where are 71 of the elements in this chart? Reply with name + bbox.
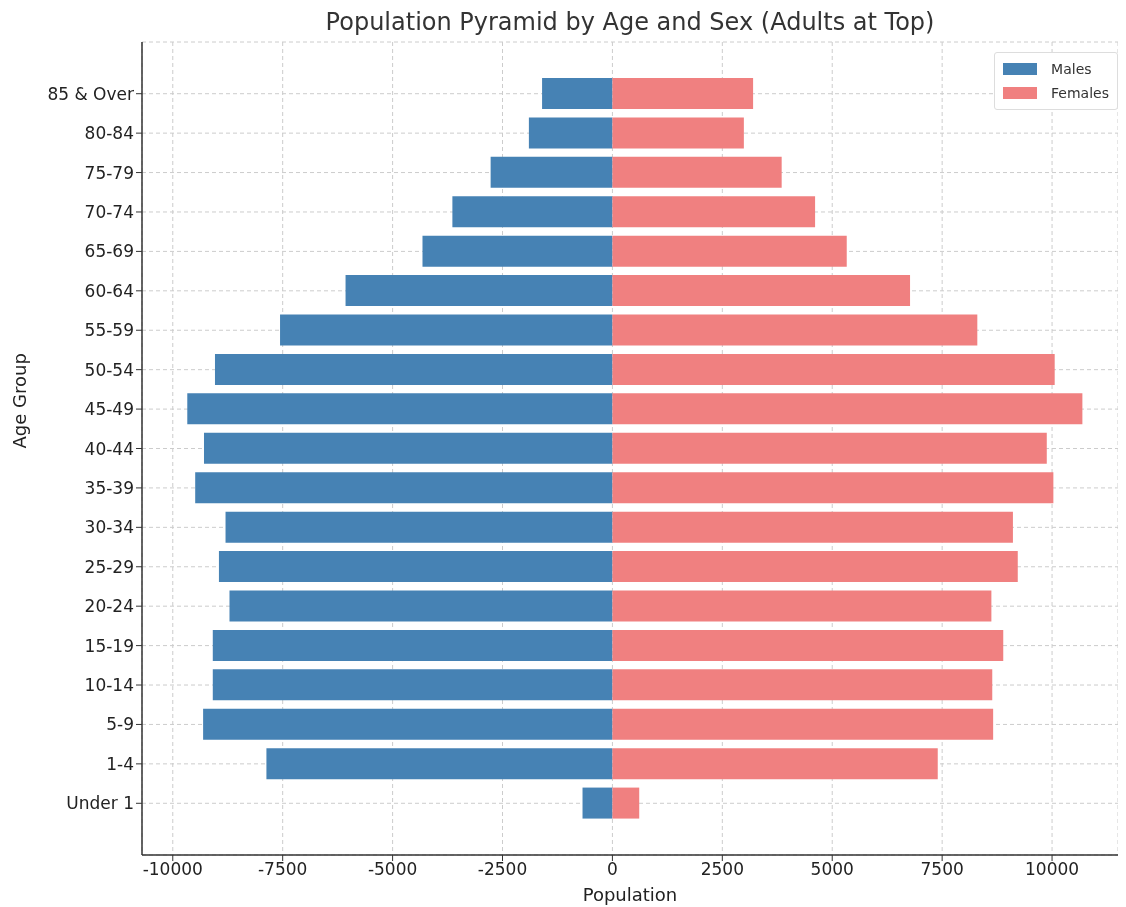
bar — [612, 629, 1004, 661]
bar — [528, 117, 613, 149]
bar — [612, 511, 1013, 543]
y-tick-label: 85 & Over — [47, 83, 134, 104]
y-tick-label: 20-24 — [84, 596, 134, 617]
bar — [612, 669, 993, 701]
bar — [452, 196, 613, 228]
bar — [229, 590, 613, 622]
y-tick-label: Under 1 — [66, 793, 134, 814]
y-tick-label: 15-19 — [84, 635, 134, 656]
x-axis-title: Population — [582, 884, 678, 905]
bar — [212, 669, 613, 701]
bar — [612, 590, 992, 622]
x-tick-label: -7500 — [257, 859, 308, 880]
bar — [612, 78, 754, 109]
bar — [218, 551, 613, 583]
bar — [490, 156, 613, 188]
bar — [422, 235, 613, 267]
y-tick-label: 55-59 — [84, 320, 134, 341]
chart-title: Population Pyramid by Age and Sex (Adults at Top) — [324, 8, 936, 36]
bar — [612, 235, 847, 267]
bar — [612, 314, 978, 346]
y-tick-label: 1-4 — [106, 753, 134, 774]
y-tick-label: 30-34 — [84, 517, 134, 538]
bar — [214, 353, 613, 385]
bar — [612, 708, 994, 740]
y-tick-label: 60-64 — [84, 280, 134, 301]
y-tick-label: 50-54 — [84, 359, 134, 380]
bar — [582, 787, 613, 819]
y-tick-label: 65-69 — [84, 241, 134, 262]
x-tick-label: -2500 — [477, 859, 528, 880]
x-tick-label: 10000 — [1025, 859, 1080, 880]
bar — [203, 432, 613, 464]
x-tick-label: -5000 — [367, 859, 418, 880]
bar — [266, 748, 613, 780]
bar — [612, 551, 1018, 583]
y-tick-label: 35-39 — [84, 477, 134, 498]
bar — [280, 314, 613, 346]
bar — [187, 393, 613, 425]
y-tick-label: 45-49 — [84, 399, 134, 420]
y-axis-title: Age Group — [9, 353, 31, 449]
y-tick-label: 10-14 — [84, 675, 134, 696]
x-tick-label: -10000 — [142, 859, 203, 880]
y-tick-label: 80-84 — [84, 123, 134, 144]
bar — [542, 78, 613, 109]
bar — [612, 472, 1054, 504]
bar — [612, 787, 640, 819]
bar — [612, 748, 938, 780]
bar — [212, 629, 613, 661]
bar — [612, 393, 1083, 425]
bar — [612, 353, 1055, 385]
y-tick-label: 75-79 — [84, 162, 134, 183]
y-tick-label: 40-44 — [84, 438, 134, 459]
x-tick-label: 2500 — [700, 859, 744, 880]
y-tick-label: 5-9 — [106, 714, 134, 735]
bar — [203, 708, 613, 740]
bar — [612, 156, 782, 188]
y-tick-label: 70-74 — [84, 202, 134, 223]
bar — [612, 275, 911, 307]
bar — [345, 275, 613, 307]
bar — [195, 472, 613, 504]
x-tick-label: 5000 — [810, 859, 854, 880]
x-tick-label: 0 — [607, 859, 618, 880]
bar — [225, 511, 613, 543]
bar — [612, 432, 1047, 464]
bar — [612, 196, 816, 228]
legend-label: Males — [1051, 60, 1092, 79]
y-tick-label: 25-29 — [84, 556, 134, 577]
legend-label: Females — [1051, 84, 1109, 103]
bar — [612, 117, 744, 149]
x-tick-label: 7500 — [920, 859, 964, 880]
